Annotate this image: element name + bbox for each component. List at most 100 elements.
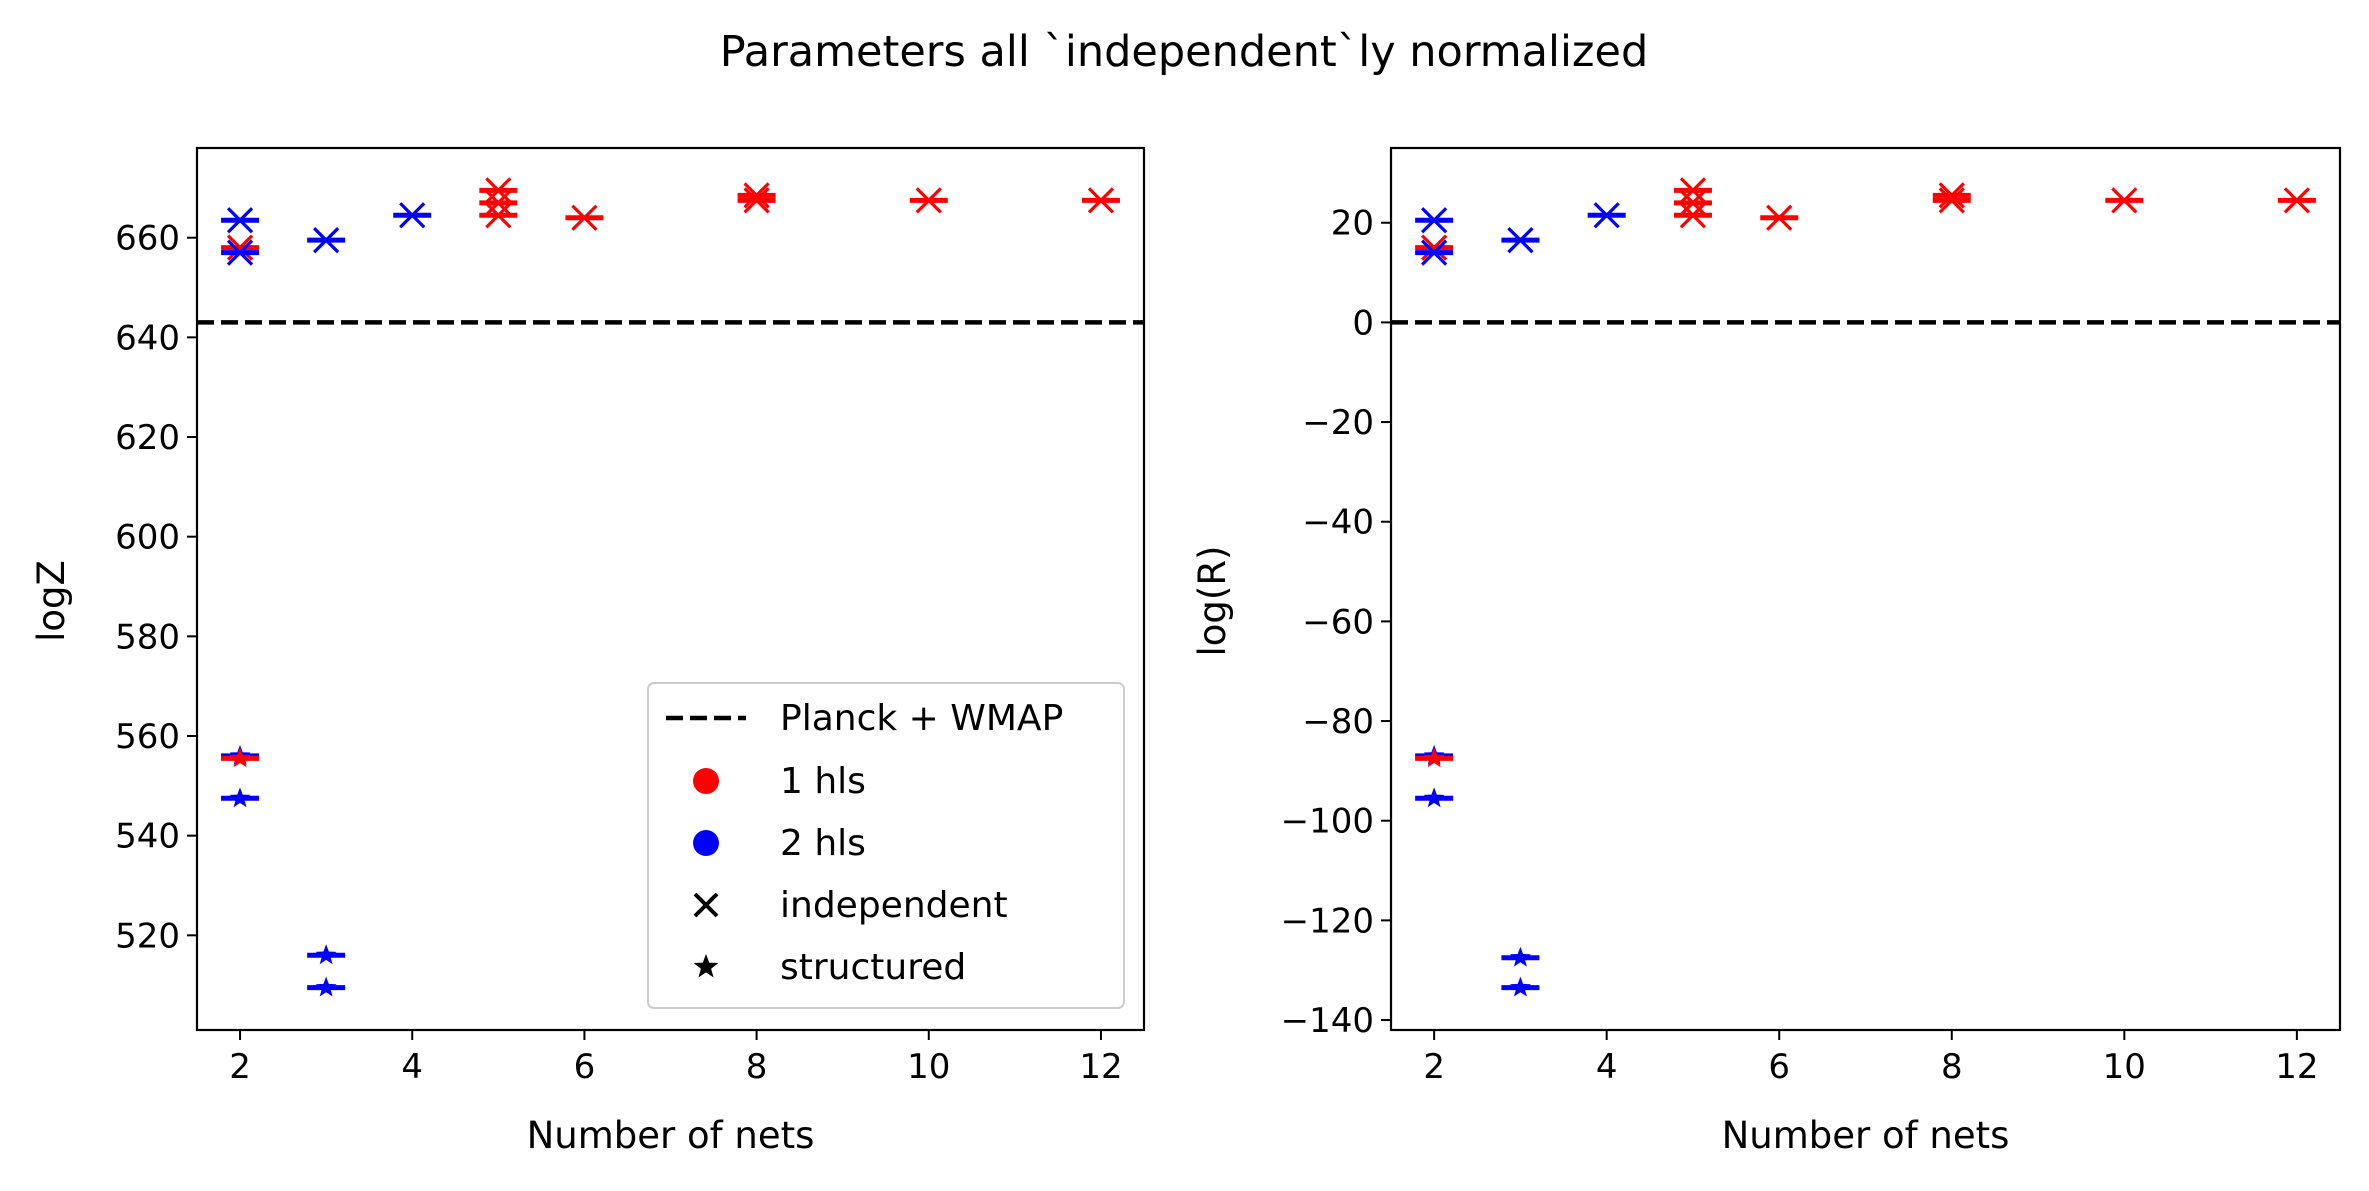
x-tick-label: 8	[1941, 1047, 1963, 1087]
legend-label: 2 hls	[780, 823, 866, 864]
data-point-independent	[737, 182, 776, 209]
star-marker	[1509, 976, 1531, 997]
x-marker	[915, 187, 942, 214]
star-marker	[1509, 946, 1531, 967]
y-axis-label: log(R)	[1191, 546, 1234, 657]
legend-label: independent	[780, 885, 1008, 926]
data-point-independent	[393, 202, 432, 229]
data-point-independent	[1415, 207, 1454, 234]
x-marker	[226, 239, 254, 266]
data-point-independent	[1587, 202, 1626, 229]
x-marker	[1421, 207, 1448, 234]
legend-label: Planck + WMAP	[780, 698, 1063, 739]
legend-x-icon	[693, 892, 719, 918]
x-marker	[1679, 189, 1707, 216]
data-point-structured	[1415, 787, 1454, 808]
x-marker	[313, 227, 340, 254]
data-point-independent	[1673, 189, 1712, 216]
legend-item: 2 hls	[693, 823, 866, 864]
legend-item: 1 hls	[693, 761, 866, 802]
x-marker	[1679, 202, 1707, 229]
x-axis-label: Number of nets	[1722, 1114, 2010, 1157]
x-marker	[1938, 187, 1965, 214]
star-marker	[229, 747, 251, 768]
data-point-independent	[479, 189, 518, 216]
legend-item: independent	[693, 885, 1008, 926]
data-point-independent	[1415, 234, 1454, 261]
y-tick-label: 580	[115, 617, 180, 657]
y-tick-label: 640	[115, 318, 180, 358]
x-marker	[2111, 187, 2138, 214]
x-tick-label: 4	[1596, 1047, 1618, 1087]
star-marker	[315, 976, 337, 997]
x-tick-label: 12	[2275, 1047, 2318, 1087]
x-tick-label: 12	[1079, 1047, 1122, 1087]
legend: Planck + WMAP 1 hls 2 hls independent struct…	[647, 682, 1125, 1009]
x-marker	[1593, 202, 1620, 229]
x-tick-label: 6	[1768, 1047, 1790, 1087]
x-axis-label: Number of nets	[527, 1114, 815, 1157]
data-point-independent	[479, 177, 518, 204]
y-tick-label: −140	[1281, 1001, 1374, 1041]
data-point-independent	[221, 234, 260, 261]
x-marker	[743, 187, 770, 214]
legend-item: Planck + WMAP	[666, 698, 1063, 739]
legend-frame	[647, 682, 1125, 1009]
x-marker	[743, 182, 770, 209]
data-point-independent	[2105, 187, 2144, 214]
x-tick-label: 6	[574, 1047, 596, 1087]
x-tick-label: 10	[907, 1047, 950, 1087]
star-marker	[315, 944, 337, 965]
x-tick-label: 10	[2103, 1047, 2146, 1087]
data-point-independent	[1932, 187, 1971, 214]
data-point-independent	[221, 207, 260, 234]
x-marker	[1421, 239, 1448, 266]
figure-title: Parameters all `independent`ly normalize…	[720, 27, 1649, 77]
x-marker	[1679, 177, 1707, 204]
x-marker	[2283, 187, 2310, 214]
x-marker	[1938, 182, 1965, 209]
y-tick-label: −100	[1281, 802, 1374, 842]
y-tick-label: −80	[1302, 702, 1374, 742]
y-tick-label: 560	[115, 717, 180, 757]
y-tick-label: −20	[1302, 403, 1374, 443]
data-point-structured	[1415, 747, 1454, 768]
y-axis-label: logZ	[30, 560, 73, 642]
data-point-independent	[2277, 187, 2316, 214]
legend-circle-icon	[693, 768, 719, 794]
y-tick-label: −60	[1302, 602, 1374, 642]
star-marker	[1423, 787, 1445, 808]
x-marker	[571, 204, 598, 231]
star-marker	[1423, 747, 1445, 768]
data-point-independent	[479, 202, 518, 229]
data-point-structured	[1501, 946, 1540, 967]
x-tick-label: 4	[401, 1047, 423, 1087]
data-point-independent	[221, 239, 260, 266]
x-marker	[226, 234, 254, 261]
y-tick-label: 0	[1352, 303, 1374, 343]
chart-panel-1: 2 4 6 8 10 12 520 540 560 580 600 620 640 660 Number o…	[30, 146, 1146, 1157]
data-point-independent	[909, 187, 948, 214]
data-point-independent	[307, 227, 346, 254]
data-point-independent	[565, 204, 604, 231]
data-point-independent	[1501, 227, 1540, 254]
data-point-structured	[221, 787, 260, 808]
x-marker	[399, 202, 426, 229]
x-marker	[485, 177, 512, 204]
x-tick-label: 2	[1423, 1047, 1445, 1087]
data-point-independent	[1673, 177, 1712, 204]
star-marker	[229, 787, 251, 808]
x-marker	[1087, 187, 1115, 214]
data-point-independent	[1673, 202, 1712, 229]
axes-frame	[195, 146, 1146, 1032]
y-tick-label: 520	[115, 916, 180, 956]
legend-item: structured	[693, 947, 966, 988]
legend-star-icon	[693, 954, 719, 978]
data-point-independent	[1932, 182, 1971, 209]
data-point-structured	[307, 944, 346, 965]
legend-label: 1 hls	[780, 761, 866, 802]
y-tick-label: −40	[1302, 503, 1374, 543]
data-point-independent	[1081, 187, 1120, 214]
x-tick-label: 8	[746, 1047, 768, 1087]
